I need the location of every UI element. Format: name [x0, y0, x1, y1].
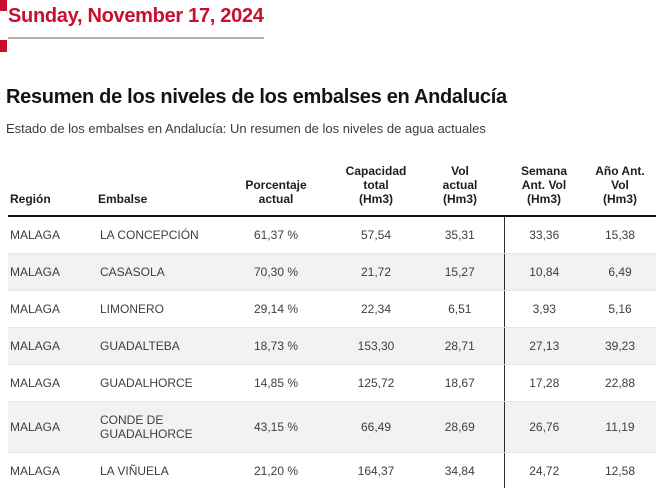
- cell-region: MALAGA: [8, 364, 96, 402]
- red-marker-side: [0, 40, 7, 52]
- cell-semana-ant: 3,93: [503, 290, 584, 328]
- col-header-embalse: Embalse: [96, 158, 216, 217]
- cell-capacidad: 57,54: [336, 216, 416, 254]
- cell-vol-actual: 28,71: [416, 327, 504, 365]
- cell-ano-ant: 5,16: [584, 290, 656, 328]
- cell-semana-ant: 33,36: [503, 216, 584, 254]
- cell-region: MALAGA: [8, 327, 96, 365]
- cell-semana-ant: 27,13: [503, 327, 584, 365]
- red-marker-top: [0, 0, 7, 11]
- col-header-vol-actual: Vol actual (Hm3): [416, 158, 504, 217]
- cell-region: MALAGA: [8, 216, 96, 254]
- col-header-semana-ant: Semana Ant. Vol (Hm3): [504, 158, 584, 217]
- cell-region: MALAGA: [8, 253, 96, 291]
- cell-porcentaje: 61,37 %: [216, 216, 336, 254]
- cell-semana-ant: 26,76: [503, 401, 584, 453]
- cell-region: MALAGA: [8, 290, 96, 328]
- cell-vol-actual: 34,84: [416, 452, 504, 488]
- cell-ano-ant: 39,23: [584, 327, 656, 365]
- cell-embalse: CONDE DE GUADALHORCE: [96, 401, 216, 453]
- cell-embalse: GUADALTEBA: [96, 327, 216, 365]
- cell-ano-ant: 12,58: [584, 452, 656, 488]
- cell-porcentaje: 29,14 %: [216, 290, 336, 328]
- cell-ano-ant: 22,88: [584, 364, 656, 402]
- cell-vol-actual: 6,51: [416, 290, 504, 328]
- cell-ano-ant: 11,19: [584, 401, 656, 453]
- cell-ano-ant: 6,49: [584, 253, 656, 291]
- cell-porcentaje: 18,73 %: [216, 327, 336, 365]
- col-header-porcentaje: Porcentaje actual: [216, 158, 336, 217]
- cell-porcentaje: 70,30 %: [216, 253, 336, 291]
- cell-embalse: LIMONERO: [96, 290, 216, 328]
- cell-vol-actual: 35,31: [416, 216, 504, 254]
- reservoir-table: Región Embalse Porcentaje actual Capacid…: [8, 158, 656, 488]
- cell-vol-actual: 28,69: [416, 401, 504, 453]
- cell-embalse: GUADALHORCE: [96, 364, 216, 402]
- col-header-region: Región: [8, 158, 96, 217]
- table-row: MALAGA LA CONCEPCIÓN 61,37 % 57,54 35,31…: [8, 216, 656, 254]
- cell-capacidad: 125,72: [336, 364, 416, 402]
- cell-capacidad: 66,49: [336, 401, 416, 453]
- cell-region: MALAGA: [8, 452, 96, 488]
- table-row: MALAGA GUADALHORCE 14,85 % 125,72 18,67 …: [8, 364, 656, 402]
- table-header-row: Región Embalse Porcentaje actual Capacid…: [8, 158, 656, 217]
- cell-capacidad: 22,34: [336, 290, 416, 328]
- cell-semana-ant: 17,28: [503, 364, 584, 402]
- cell-ano-ant: 15,38: [584, 216, 656, 254]
- article-title: Resumen de los niveles de los embalses e…: [6, 86, 507, 108]
- cell-vol-actual: 15,27: [416, 253, 504, 291]
- table-row: MALAGA GUADALTEBA 18,73 % 153,30 28,71 2…: [8, 327, 656, 365]
- cell-embalse: LA CONCEPCIÓN: [96, 216, 216, 254]
- cell-vol-actual: 18,67: [416, 364, 504, 402]
- cell-semana-ant: 10,84: [503, 253, 584, 291]
- table-row: MALAGA LA VIÑUELA 21,20 % 164,37 34,84 2…: [8, 452, 656, 488]
- cell-capacidad: 164,37: [336, 452, 416, 488]
- cell-embalse: CASASOLA: [96, 253, 216, 291]
- article-subtitle: Estado de los embalses en Andalucía: Un …: [6, 121, 486, 136]
- cell-embalse: LA VIÑUELA: [96, 452, 216, 488]
- date-heading[interactable]: Sunday, November 17, 2024: [8, 5, 264, 39]
- cell-capacidad: 153,30: [336, 327, 416, 365]
- cell-region: MALAGA: [8, 401, 96, 453]
- table-row: MALAGA CASASOLA 70,30 % 21,72 15,27 10,8…: [8, 253, 656, 291]
- table-row: MALAGA LIMONERO 29,14 % 22,34 6,51 3,93 …: [8, 290, 656, 328]
- cell-porcentaje: 21,20 %: [216, 452, 336, 488]
- cell-porcentaje: 43,15 %: [216, 401, 336, 453]
- col-header-ano-ant: Año Ant. Vol (Hm3): [584, 158, 656, 217]
- col-header-capacidad: Capacidad total (Hm3): [336, 158, 416, 217]
- table-row: MALAGA CONDE DE GUADALHORCE 43,15 % 66,4…: [8, 401, 656, 453]
- cell-capacidad: 21,72: [336, 253, 416, 291]
- cell-semana-ant: 24,72: [503, 452, 584, 488]
- cell-porcentaje: 14,85 %: [216, 364, 336, 402]
